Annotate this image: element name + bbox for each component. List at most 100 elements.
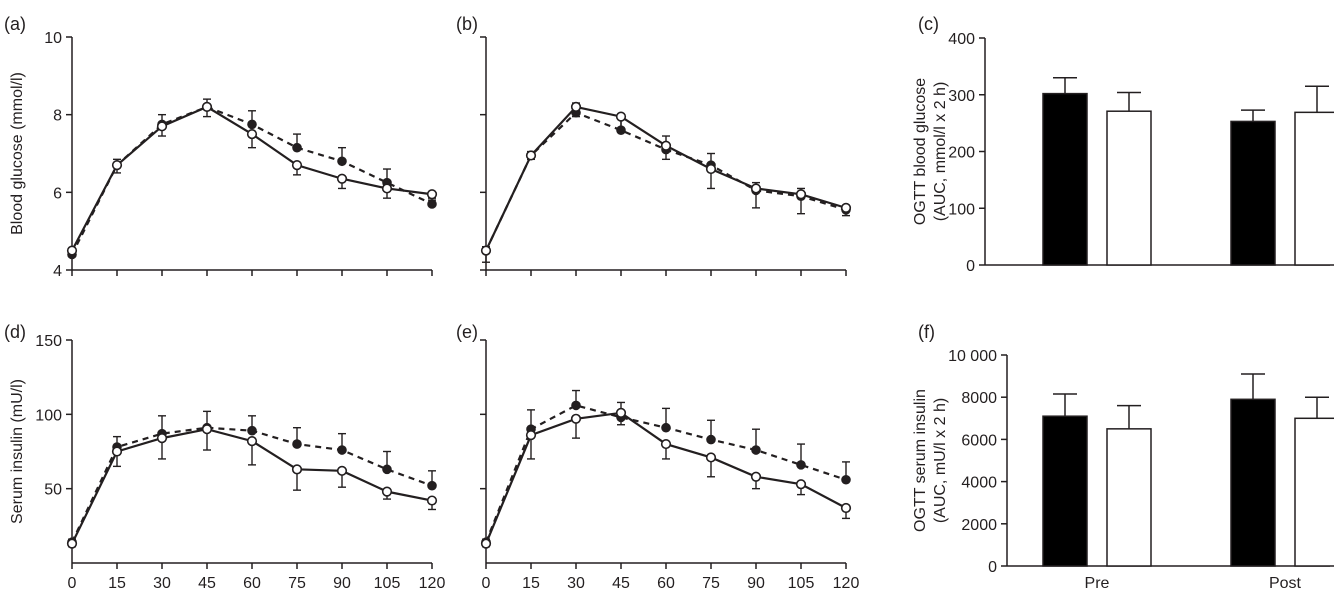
y-tick-label: 8000 [961, 390, 997, 407]
bar-filled-post [1230, 120, 1276, 266]
data-point-open-solid [615, 407, 627, 418]
x-tick-label: 120 [419, 575, 446, 592]
data-point-filled-dashed [292, 439, 302, 449]
data-point-open-solid [570, 101, 582, 112]
x-tick-label: 0 [68, 575, 77, 592]
bar-open-pre [1106, 110, 1152, 266]
data-point-open-solid [381, 486, 393, 497]
x-tick-label: 120 [833, 575, 860, 592]
y-tick-label: 4000 [961, 475, 997, 492]
x-tick-label: 60 [243, 575, 261, 592]
data-point-open-solid [201, 424, 213, 435]
data-point-open-solid [291, 160, 303, 171]
data-point-open-solid [246, 435, 258, 447]
data-point-filled-dashed [427, 199, 437, 209]
bar-open-post [1294, 111, 1334, 266]
data-point-open-solid [336, 173, 348, 184]
x-category-label: Pre [1085, 575, 1110, 592]
y-axis-title: (AUC, mmol/l x 2 h) [932, 82, 949, 222]
y-tick-label: 10 000 [948, 348, 997, 365]
bar-open-pre [1106, 428, 1152, 567]
bar-filled-post [1230, 398, 1276, 567]
data-point-open-solid [480, 245, 492, 256]
data-point-open-solid [660, 140, 672, 151]
data-point-filled-dashed [661, 422, 671, 433]
x-tick-label: 30 [567, 575, 585, 592]
data-point-open-solid [246, 128, 258, 140]
data-point-filled-dashed [247, 119, 257, 130]
data-point-open-solid [840, 202, 852, 213]
y-tick-label: 0 [966, 258, 975, 275]
data-point-open-solid [156, 121, 168, 132]
data-point-open-solid [156, 433, 168, 444]
y-tick-label: 300 [948, 88, 975, 105]
series-line-filled-dashed [485, 111, 847, 252]
y-tick-label: 200 [948, 145, 975, 162]
panel-label-c: (c) [918, 14, 939, 34]
data-point-open-solid [111, 160, 123, 171]
y-tick-label: 50 [44, 482, 62, 499]
panel-label-f: (f) [918, 322, 935, 342]
data-point-open-solid [336, 465, 348, 476]
data-point-filled-dashed [337, 445, 347, 455]
data-point-filled-dashed [292, 142, 302, 153]
data-point-open-solid [291, 464, 303, 475]
x-tick-label: 75 [702, 575, 720, 592]
data-point-filled-dashed [841, 474, 851, 485]
data-point-open-solid [795, 479, 807, 490]
data-point-open-solid [426, 189, 438, 200]
x-tick-label: 60 [657, 575, 675, 592]
data-point-open-solid [795, 189, 807, 200]
data-point-open-solid [705, 452, 717, 463]
x-tick-label: 30 [153, 575, 171, 592]
bar-filled-pre [1042, 92, 1088, 266]
data-point-filled-dashed [337, 156, 347, 167]
data-point-filled-dashed [247, 425, 257, 436]
y-axis-title: Serum insulin (mU/l) [9, 379, 26, 524]
x-tick-label: 15 [108, 575, 126, 592]
data-point-open-solid [480, 538, 492, 549]
data-point-filled-dashed [382, 464, 392, 475]
data-point-open-solid [111, 446, 123, 457]
y-tick-label: 400 [948, 31, 975, 48]
series-line-open-solid [485, 105, 847, 252]
data-point-filled-dashed [706, 434, 716, 445]
x-tick-label: 45 [198, 575, 216, 592]
data-point-open-solid [66, 245, 78, 256]
x-tick-label: 75 [288, 575, 306, 592]
panel-label-d: (d) [4, 322, 26, 342]
data-point-open-solid [615, 111, 627, 122]
y-tick-label: 10 [44, 30, 62, 47]
y-axis-title: OGTT serum insulin [912, 389, 929, 532]
y-tick-label: 100 [35, 407, 62, 424]
y-tick-label: 4 [53, 263, 62, 280]
data-point-open-solid [660, 438, 672, 450]
y-tick-label: 8 [53, 108, 62, 125]
x-tick-label: 45 [612, 575, 630, 592]
bar-open-post [1294, 417, 1334, 567]
x-tick-label: 90 [333, 575, 351, 592]
data-point-open-solid [201, 101, 213, 112]
data-point-filled-dashed [427, 480, 437, 491]
y-axis-title: Blood glucose (mmol/l) [9, 72, 26, 235]
y-axis-title: OGTT blood glucose [912, 78, 929, 225]
y-tick-label: 100 [948, 201, 975, 218]
y-tick-label: 2000 [961, 517, 997, 534]
x-tick-label: 0 [482, 575, 491, 592]
x-category-label: Post [1269, 575, 1302, 592]
x-tick-label: 105 [788, 575, 815, 592]
data-point-open-solid [840, 502, 852, 514]
data-point-open-solid [525, 430, 537, 441]
panel-label-a: (a) [4, 14, 26, 34]
data-point-open-solid [66, 538, 78, 549]
bar-filled-pre [1042, 415, 1088, 567]
data-point-open-solid [750, 471, 762, 482]
data-point-open-solid [750, 183, 762, 194]
y-tick-label: 0 [988, 559, 997, 576]
x-tick-label: 105 [374, 575, 401, 592]
data-point-open-solid [705, 163, 717, 175]
x-tick-label: 15 [522, 575, 540, 592]
panel-label-e: (e) [456, 322, 478, 342]
y-axis-title: (AUC, mU/l x 2 h) [932, 398, 949, 523]
